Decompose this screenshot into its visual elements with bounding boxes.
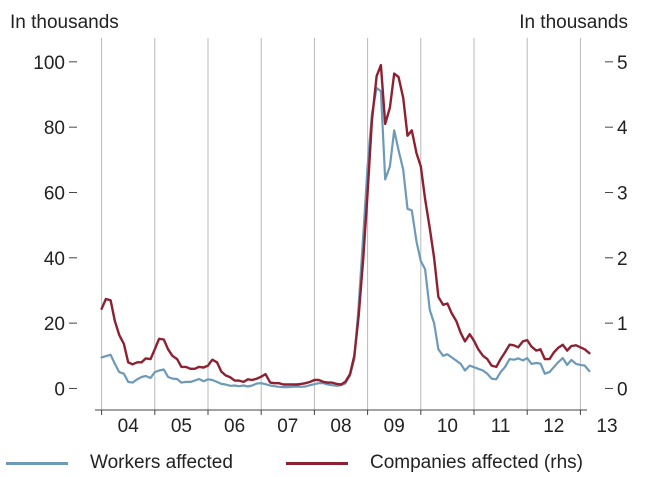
x-tick-label: 13 xyxy=(596,416,617,437)
y-left-tick-label: 80 xyxy=(44,118,65,139)
left-axis-unit-label: In thousands xyxy=(10,12,119,33)
x-tick-label: 09 xyxy=(384,416,405,437)
right-axis-unit-label: In thousands xyxy=(519,12,628,33)
legend-item-workers: Workers affected xyxy=(6,452,233,474)
series-line-workers xyxy=(100,86,591,389)
y-left-tick-label: 0 xyxy=(54,379,65,400)
right-y-axis: 0 1 2 3 4 5 xyxy=(605,53,628,400)
legend-swatch-workers xyxy=(6,461,68,465)
series-line-companies xyxy=(100,63,591,386)
legend-label-workers: Workers affected xyxy=(90,452,233,473)
x-tick-label: 10 xyxy=(437,416,458,437)
x-tick-label: 11 xyxy=(491,416,511,437)
y-right-tick-label: 5 xyxy=(617,53,628,74)
x-tick-label: 04 xyxy=(118,416,140,437)
legend-item-companies: Companies affected (rhs) xyxy=(286,452,583,474)
legend: Workers affected Companies affected (rhs… xyxy=(0,452,672,477)
y-left-tick-label: 60 xyxy=(44,183,65,204)
series-lines xyxy=(100,63,591,389)
y-left-tick-label: 40 xyxy=(44,249,65,270)
x-tick-label: 08 xyxy=(330,416,351,437)
y-right-tick-label: 4 xyxy=(617,118,628,139)
legend-swatch-companies xyxy=(286,461,348,465)
x-tick-label: 12 xyxy=(543,416,564,437)
x-tick-label: 07 xyxy=(277,416,298,437)
left-y-axis: 0 20 40 60 80 100 xyxy=(33,53,77,400)
x-axis xyxy=(95,409,587,415)
x-axis-tick-labels: 04 05 06 07 08 09 10 11 12 13 xyxy=(118,416,618,437)
y-right-tick-label: 0 xyxy=(617,379,628,400)
y-left-tick-label: 20 xyxy=(44,314,65,335)
vertical-gridlines xyxy=(101,38,581,410)
y-right-tick-label: 1 xyxy=(617,314,628,335)
legend-label-companies: Companies affected (rhs) xyxy=(370,452,583,473)
y-right-tick-label: 2 xyxy=(617,249,628,270)
x-tick-label: 06 xyxy=(224,416,245,437)
y-right-tick-label: 3 xyxy=(617,183,628,204)
y-left-tick-label: 100 xyxy=(33,53,65,74)
x-tick-label: 05 xyxy=(171,416,192,437)
